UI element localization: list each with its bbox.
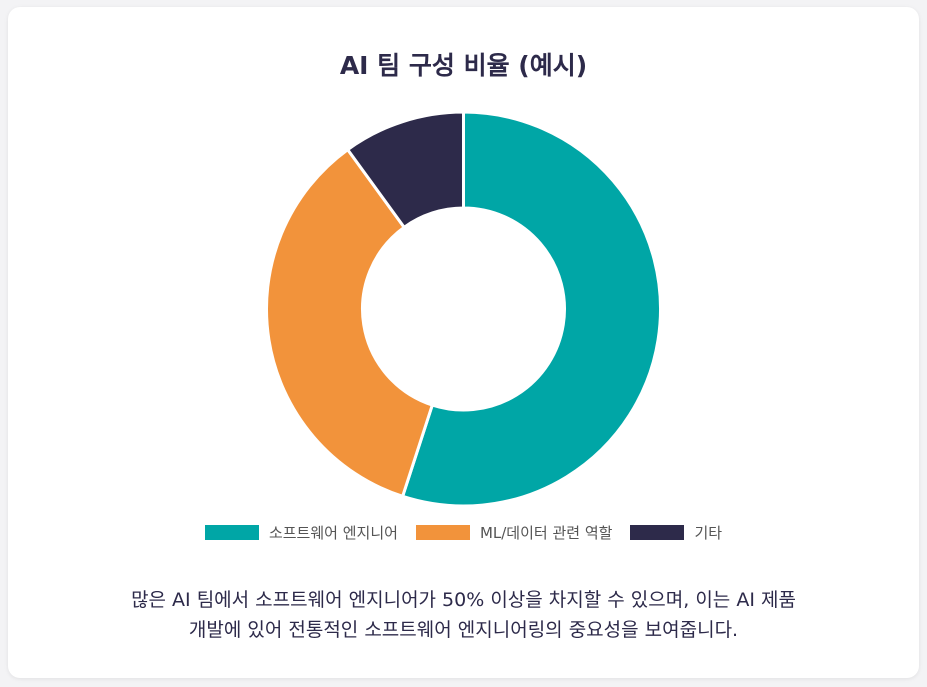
legend-swatch	[415, 525, 470, 540]
caption-line-1: 많은 AI 팀에서 소프트웨어 엔지니어가 50% 이상을 차지할 수 있으며,…	[131, 589, 796, 611]
chart-title: AI 팀 구성 비율 (예시)	[339, 51, 588, 80]
chart-caption: 많은 AI 팀에서 소프트웨어 엔지니어가 50% 이상을 차지할 수 있으며,…	[40, 585, 887, 645]
legend-item-1[interactable]: 소프트웨어 엔지니어	[204, 522, 398, 543]
legend-item-2[interactable]: ML/데이터 관련 역할	[415, 522, 613, 543]
legend-swatch	[630, 525, 685, 540]
legend-label: ML/데이터 관련 역할	[479, 524, 613, 542]
legend-label: 소프트웨어 엔지니어	[268, 524, 398, 542]
donut-slice-3[interactable]	[345, 110, 465, 230]
donut-slice-1[interactable]	[400, 110, 662, 508]
legend-label: 기타	[694, 524, 723, 542]
caption-line-2: 개발에 있어 전통적인 소프트웨어 엔지니어링의 중요성을 보여줍니다.	[188, 619, 739, 641]
donut-slice-2[interactable]	[265, 147, 435, 499]
legend-swatch	[204, 525, 259, 540]
legend-item-3[interactable]: 기타	[630, 522, 722, 543]
chart-legend: 소프트웨어 엔지니어 ML/데이터 관련 역할 기타	[0, 522, 927, 543]
